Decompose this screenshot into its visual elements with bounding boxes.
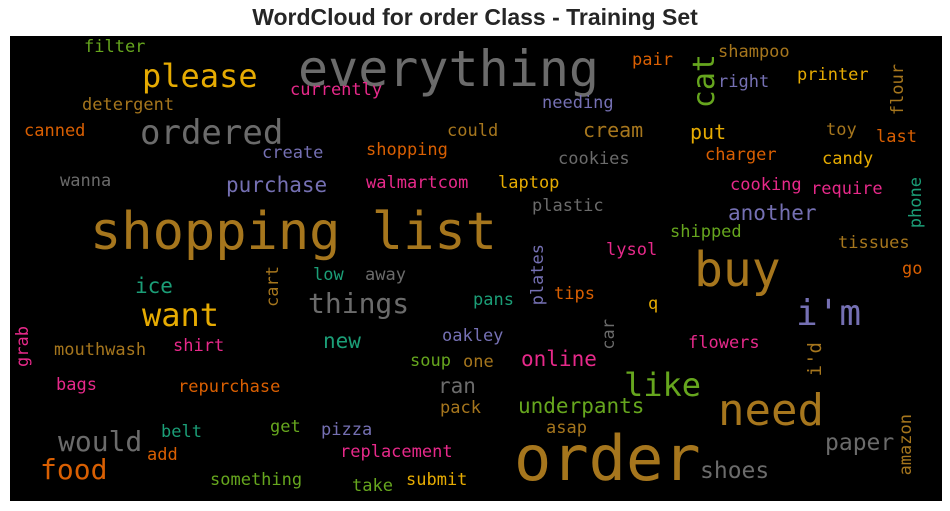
word-another: another	[728, 201, 817, 225]
word-shampoo: shampoo	[718, 42, 790, 62]
word-ran: ran	[438, 374, 476, 398]
word-pans: pans	[473, 290, 514, 310]
word-wanna: wanna	[60, 171, 112, 191]
word-shopping-list: shopping list	[90, 202, 497, 262]
word-ordered: ordered	[140, 113, 284, 153]
word-purchase: purchase	[226, 173, 328, 197]
word-toy: toy	[826, 120, 857, 140]
word-take: take	[352, 476, 393, 496]
word-could: could	[447, 121, 499, 141]
word-go: go	[902, 259, 923, 279]
word-would: would	[58, 425, 143, 458]
word-walmartcom: walmartcom	[366, 173, 469, 193]
word-needing: needing	[542, 93, 614, 113]
word-away: away	[365, 265, 406, 285]
word-i-d: i'd	[804, 342, 826, 377]
word-something: something	[210, 470, 303, 490]
word-belt: belt	[161, 422, 202, 442]
word-underpants: underpants	[518, 394, 645, 418]
word-one: one	[463, 352, 494, 372]
word-bags: bags	[56, 375, 97, 395]
chart-title: WordCloud for order Class - Training Set	[252, 4, 698, 30]
word-paper: paper	[825, 430, 895, 456]
word-detergent: detergent	[82, 95, 175, 115]
word-currently: currently	[290, 80, 383, 100]
word-asap: asap	[546, 418, 587, 438]
word-candy: candy	[822, 149, 874, 169]
word-laptop: laptop	[498, 173, 560, 193]
word-online: online	[521, 347, 597, 371]
word-new: new	[323, 329, 361, 353]
word-soup: soup	[410, 351, 451, 371]
word-put: put	[690, 120, 727, 144]
word-right: right	[718, 72, 770, 92]
word-shoes: shoes	[700, 458, 770, 484]
word-pair: pair	[632, 50, 673, 70]
word-pizza: pizza	[321, 420, 373, 440]
word-cat: cat	[687, 54, 722, 109]
word-cookies: cookies	[558, 149, 630, 169]
word-grab: grab	[13, 326, 33, 367]
word-food: food	[40, 453, 108, 486]
word-canned: canned	[24, 121, 86, 141]
word-charger: charger	[705, 145, 777, 165]
word-plastic: plastic	[532, 196, 604, 216]
word-like: like	[624, 366, 702, 404]
word-tips: tips	[554, 284, 595, 304]
word-want: want	[142, 296, 220, 334]
word-amazon: amazon	[896, 414, 916, 476]
word-cooking: cooking	[730, 175, 802, 195]
word-require: require	[811, 179, 883, 199]
word-ice: ice	[135, 274, 173, 298]
word-lysol: lysol	[606, 240, 658, 260]
word-printer: printer	[797, 65, 869, 85]
word-buy: buy	[694, 242, 781, 298]
word-shipped: shipped	[670, 222, 742, 242]
word-pack: pack	[440, 398, 481, 418]
word-oakley: oakley	[442, 326, 504, 346]
word-tissues: tissues	[838, 233, 910, 253]
word-flowers: flowers	[688, 333, 760, 353]
word-get: get	[270, 417, 301, 437]
word-things: things	[308, 287, 410, 320]
word-submit: submit	[406, 470, 468, 490]
wordcloud-canvas: everything please ordered filter detergent ca…	[10, 36, 942, 501]
word-car: car	[599, 319, 619, 350]
word-shirt: shirt	[173, 336, 225, 356]
word-cream: cream	[583, 118, 644, 142]
word-last: last	[876, 127, 917, 147]
word-add: add	[147, 445, 178, 465]
word-q: q	[648, 294, 659, 314]
word-need: need	[718, 385, 824, 436]
word-phone: phone	[906, 177, 926, 229]
word-everything: everything	[298, 40, 600, 98]
word-please: please	[142, 57, 258, 95]
word-order: order	[514, 422, 701, 495]
word-flour: flour	[888, 64, 908, 116]
word-repurchase: repurchase	[178, 377, 281, 397]
word-i-m: i'm	[796, 293, 862, 334]
word-create: create	[262, 143, 324, 163]
word-filter: filter	[84, 37, 146, 57]
word-low: low	[313, 265, 344, 285]
word-cart: cart	[263, 266, 283, 307]
word-plates: plates	[528, 244, 548, 306]
word-shopping: shopping	[366, 140, 448, 160]
word-mouthwash: mouthwash	[54, 340, 147, 360]
word-replacement: replacement	[340, 442, 453, 462]
